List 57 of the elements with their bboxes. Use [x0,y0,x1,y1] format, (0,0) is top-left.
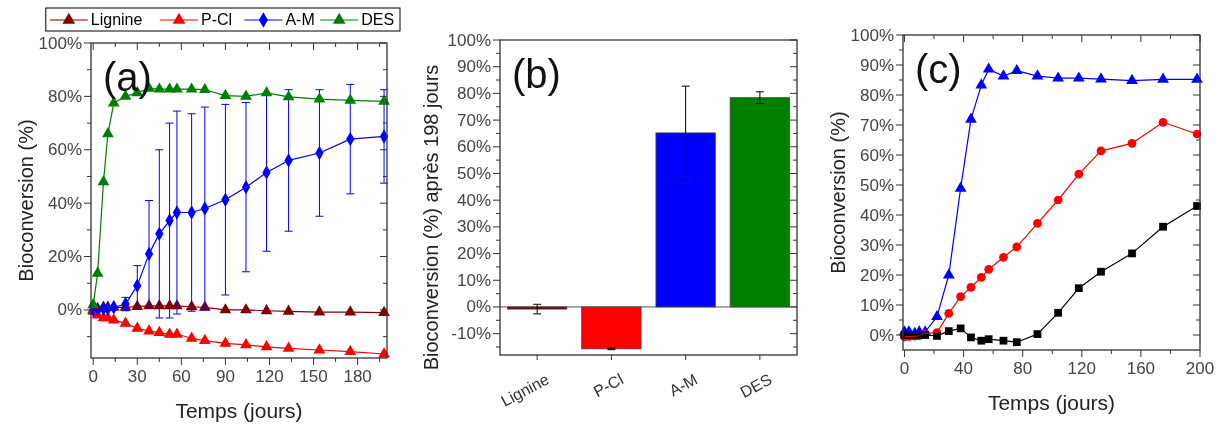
x-tick-label: 90 [215,367,235,386]
y-tick-label: 0% [466,297,491,317]
x-tick-label: 0 [899,359,910,378]
x-tick-label: P-Cl [590,370,627,401]
y-tick-label: 50% [859,175,894,195]
legend-label: P-Cl [201,11,233,28]
y-tick-label: 70% [859,115,894,135]
annotation: (b) [512,52,561,96]
y-axis-title: Bioconversion (%) après 198 jours [420,64,442,371]
y-tick-label: 60% [859,145,894,165]
legend-label: DES [361,11,395,28]
y-tick-label: 70% [456,110,491,130]
y-tick-label: 80% [859,85,894,105]
y-tick-label: 20% [859,265,894,285]
x-tick-label: A-M [666,370,701,400]
x-tick-label: DES [737,370,775,401]
x-tick-label: 180 [343,367,372,386]
y-tick-label: 0% [869,325,894,345]
y-tick-label: 60% [456,137,491,157]
y-tick-label: 80% [456,83,491,103]
y-tick-label: 10% [859,295,894,315]
x-tick-label: 40 [954,359,974,378]
x-tick-label: 60 [171,367,191,386]
x-tick-label: 160 [1126,359,1156,378]
y-tick-label: 90% [859,55,894,75]
y-tick-label: 20% [456,244,491,264]
y-tick-label: 40% [456,190,491,210]
y-tick-label: 10% [456,270,491,290]
x-tick-label: 120 [255,367,284,386]
y-tick-label: 30% [456,217,491,237]
y-tick-label: 60% [47,140,82,160]
x-tick-label: 80 [1013,359,1033,378]
y-tick-label: 40% [859,205,894,225]
legend-label: Lignine [90,11,143,28]
y-axis-title: Bioconversion (%) [15,119,37,282]
y-tick-label: 100% [850,25,894,45]
y-tick-label: 90% [456,57,491,77]
y-tick-label: 0% [57,300,82,320]
annotation: (a) [103,55,152,99]
y-tick-label: 80% [47,86,82,106]
y-tick-label: 100% [447,30,491,50]
x-axis-title: Temps (jours) [987,391,1116,414]
x-tick-label: 0 [88,367,98,386]
y-axis-title: Bioconversion (%) [827,111,849,274]
x-tick-label: 150 [299,367,328,386]
y-tick-label: 40% [47,193,82,213]
y-tick-label: 20% [47,247,82,267]
legend-label: A-M [285,11,315,28]
y-tick-label: 100% [38,33,82,53]
x-tick-label: 120 [1067,359,1096,378]
x-tick-label: 30 [127,367,147,386]
y-tick-label: 50% [456,163,491,183]
x-tick-label: 200 [1185,359,1215,378]
annotation: (c) [915,47,962,91]
y-tick-label: -10% [451,324,491,344]
y-tick-label: 30% [859,235,894,255]
x-axis-title: Temps (jours) [175,399,303,422]
